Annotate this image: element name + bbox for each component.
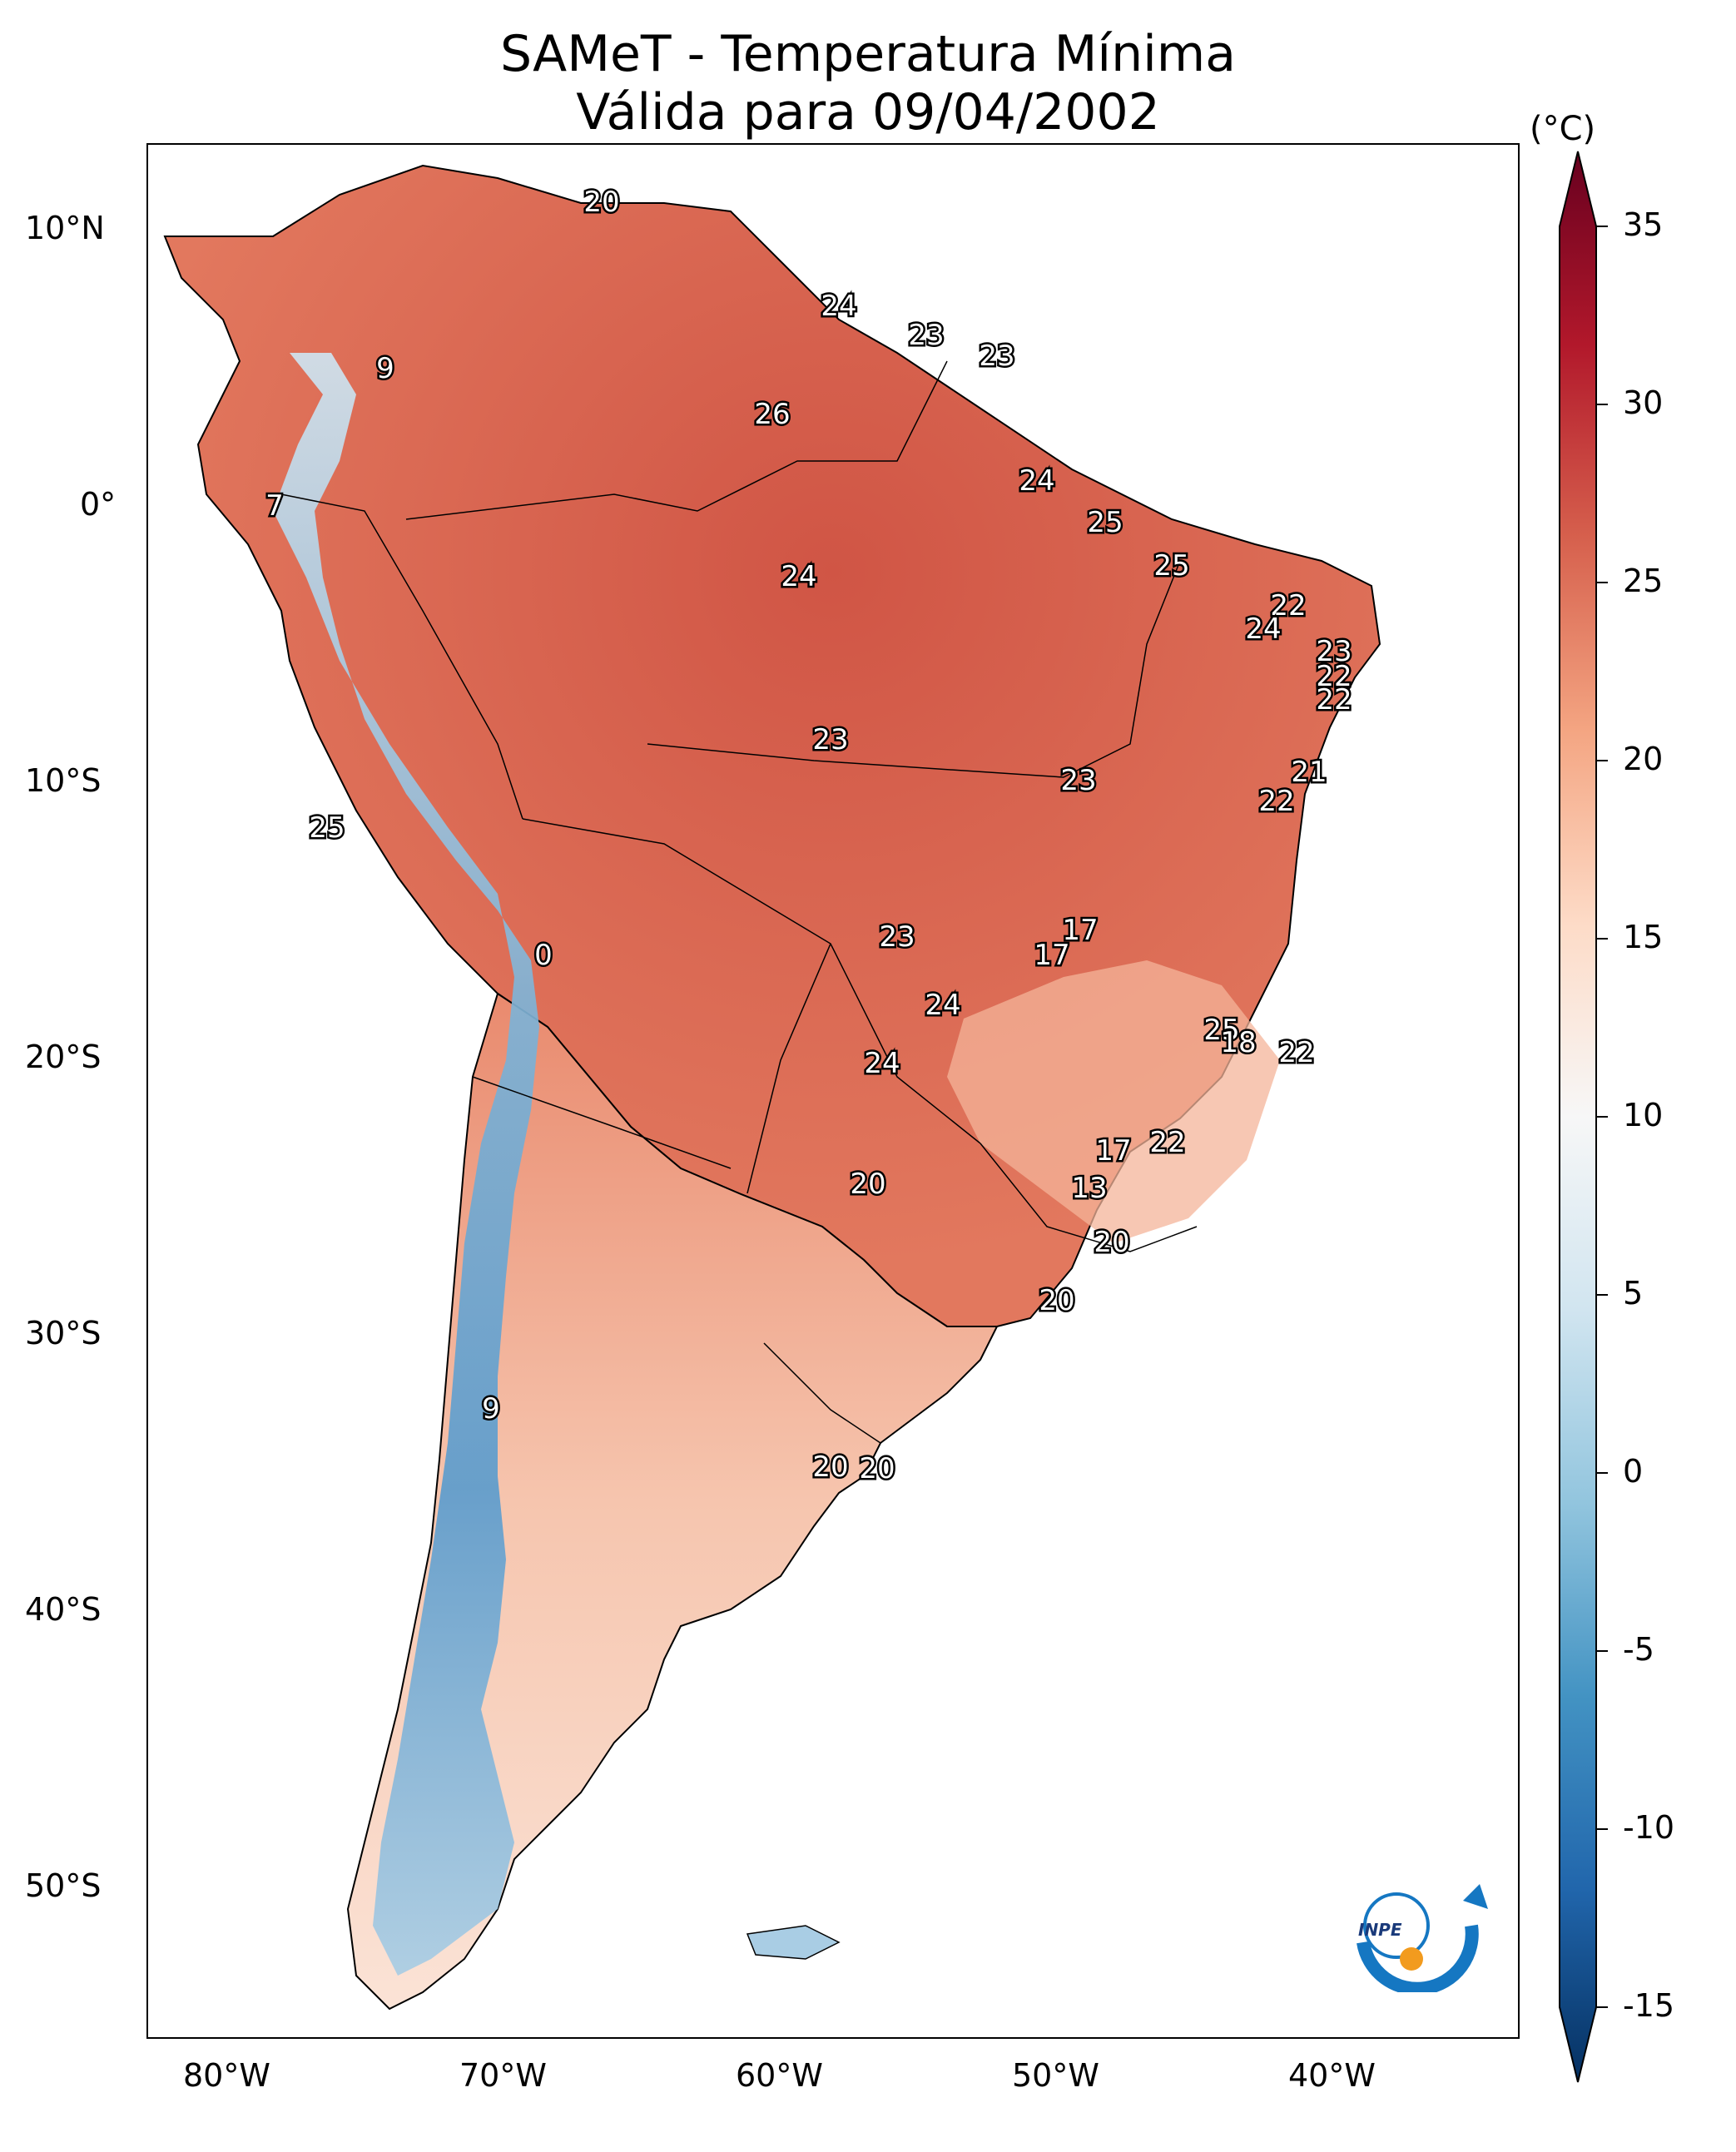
map-value-label: 20: [583, 186, 619, 219]
colorbar-tick-label: 15: [1623, 919, 1664, 955]
inpe-logo-text: INPE: [1358, 1920, 1402, 1940]
continent-south: [346, 992, 999, 2011]
lat-label-20s: 20°S: [25, 1039, 102, 1075]
map-frame: 20 24 23 23 9 26 7 24 25 24 25 22 24 23 22 22 25 24 23 21 22…: [146, 143, 1520, 2039]
map-value-label: 24: [781, 560, 816, 593]
map-value-label: 23: [812, 723, 848, 756]
map-value-label: 17: [1034, 939, 1069, 972]
lat-label-0: 0°: [80, 486, 117, 523]
lat-label-10n: 10°N: [25, 210, 105, 246]
map-value-label: 9: [482, 1392, 500, 1426]
colorbar: [1559, 151, 1608, 2083]
map-value-label: 0: [534, 939, 553, 972]
map-value-label: 22: [1258, 785, 1294, 818]
lon-label-50w: 50°W: [1012, 2057, 1099, 2094]
map-value-label: 7: [265, 489, 284, 523]
map-value-label: 17: [1095, 1134, 1131, 1168]
map-value-label: 23: [908, 319, 944, 352]
map-value-label: 24: [1019, 464, 1054, 498]
map-value-label: 23: [1060, 764, 1096, 797]
map-value-label: 22: [1278, 1036, 1314, 1069]
map-value-label: 26: [754, 398, 790, 431]
lon-label-70w: 70°W: [459, 2057, 547, 2094]
lat-label-40s: 40°S: [25, 1591, 102, 1628]
map-value-label: 23: [879, 920, 915, 954]
colorbar-tick-label: 20: [1623, 741, 1664, 777]
map-value-label: 25: [1153, 549, 1189, 583]
colorbar-tick-label: 0: [1623, 1453, 1644, 1490]
map-value-label: 9: [376, 352, 394, 385]
map-value-label: 23: [979, 340, 1014, 373]
country-borders: [280, 360, 1198, 1444]
map-value-label: 20: [1094, 1226, 1129, 1259]
title-line-1: SAMeT - Temperatura Mínima: [499, 25, 1237, 83]
lon-label-80w: 80°W: [183, 2057, 270, 2094]
colorbar-tick-label: 5: [1623, 1275, 1644, 1312]
map-canvas: [163, 164, 1381, 2011]
colorbar-tick-label: -15: [1623, 1987, 1675, 2024]
map-value-label: 13: [1071, 1172, 1107, 1205]
map-value-label: 20: [859, 1452, 895, 1485]
map-value-label: 22: [1316, 683, 1352, 717]
map-value-label: 25: [309, 811, 345, 845]
lat-label-50s: 50°S: [25, 1867, 102, 1904]
andes-cold-band: [273, 353, 539, 1976]
colorbar-tick-label: -10: [1623, 1809, 1675, 1846]
map-value-label: 25: [1087, 506, 1123, 539]
colorbar-unit: (°C): [1530, 110, 1596, 148]
map-value-label: 22: [1316, 660, 1352, 693]
lon-label-60w: 60°W: [736, 2057, 823, 2094]
lat-label-10s: 10°S: [25, 762, 102, 799]
colorbar-tick-label: 25: [1623, 563, 1664, 599]
map-value-label: 20: [812, 1450, 848, 1484]
lon-label-40w: 40°W: [1288, 2057, 1376, 2094]
map-value-label: 20: [850, 1168, 885, 1201]
map-value-label: 18: [1220, 1026, 1256, 1059]
map-value-label: 20: [1039, 1284, 1074, 1317]
map-value-label: 24: [864, 1047, 900, 1080]
inpe-logo: INPE: [1357, 1884, 1488, 1992]
map-value-label: 21: [1291, 756, 1327, 789]
map-value-label: 17: [1062, 914, 1098, 947]
map-value-label: 24: [821, 290, 856, 323]
map-value-label: 22: [1270, 589, 1306, 622]
colorbar-tick-label: 30: [1623, 384, 1664, 421]
map-value-label: 22: [1149, 1126, 1185, 1159]
map-value-label: 24: [1245, 612, 1281, 646]
colorbar-tick-label: -5: [1623, 1631, 1654, 1668]
colorbar-bar: [1559, 151, 1597, 2083]
lat-label-30s: 30°S: [25, 1315, 102, 1351]
colorbar-tick-label: 35: [1623, 206, 1664, 243]
map-value-label: 24: [925, 989, 960, 1022]
falkland-islands: [746, 1925, 841, 1960]
colorbar-tick-label: 10: [1623, 1097, 1664, 1133]
map-value-label: 25: [1203, 1014, 1239, 1047]
southeast-cool-region: [947, 960, 1280, 1243]
title-line-2: Válida para 09/04/2002: [576, 83, 1160, 141]
map-value-label: 23: [1316, 635, 1352, 668]
